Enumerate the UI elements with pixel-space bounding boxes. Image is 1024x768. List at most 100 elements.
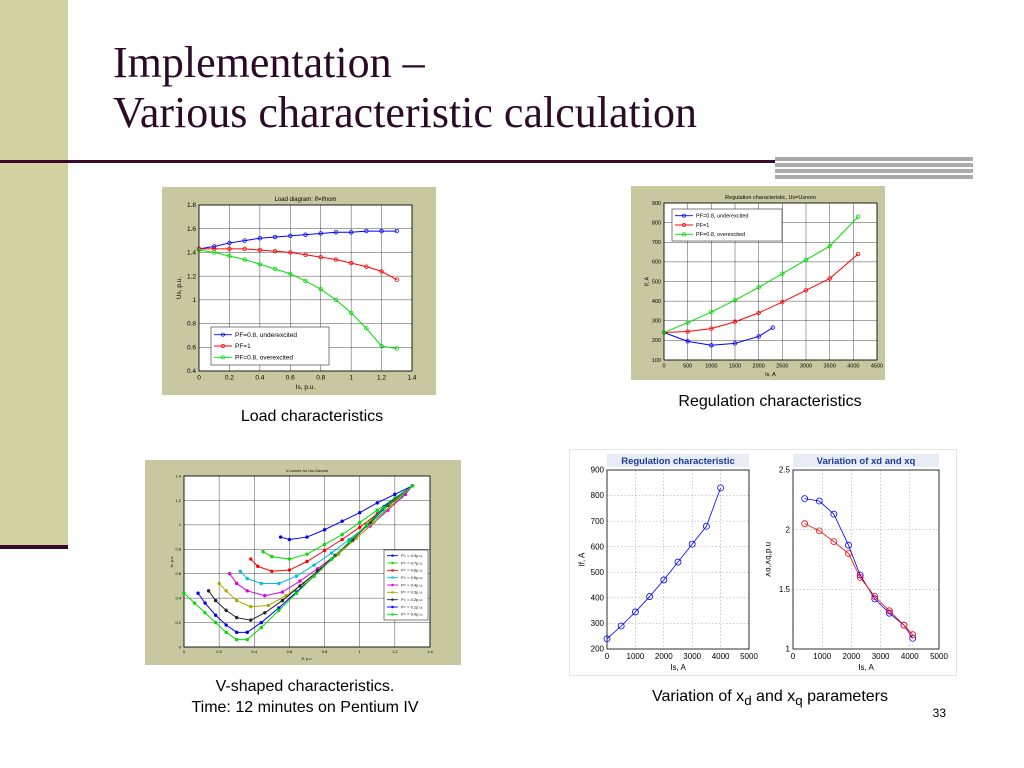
variation-regulation-series-0-point: [617, 622, 625, 630]
load-y-tick-label: 1.8: [187, 202, 196, 209]
variation-xdxq-series-1-point: [871, 593, 879, 600]
vshape-series-8-point: [182, 591, 186, 595]
vshape-series-8-point: [235, 637, 239, 642]
vshape-series-6-point: [263, 611, 267, 615]
sidebar-accent-line: [0, 545, 68, 549]
variation-regulation-series-0-point: [603, 635, 611, 643]
vshape-legend-label: P= = 0.2p.u.: [401, 597, 423, 602]
load-series-0-point: [272, 234, 278, 240]
vshape-legend-label: P= = 0.6p.u.: [401, 568, 423, 573]
regulation-series-0-point: [709, 343, 714, 348]
vshape-legend-marker: [391, 554, 394, 557]
variation-xdxq-x-axis-label: Is, A: [858, 663, 874, 672]
regulation-x-tick-label: 2500: [776, 364, 788, 370]
regulation-x-tick-label: 0: [662, 364, 665, 370]
variation-xdxq-series-1-point: [900, 621, 908, 629]
variation-regulation-series-0-point: [674, 558, 682, 566]
vshape-series-8-point: [203, 611, 207, 615]
vshape-chart-panel: 0 0.2 0.4 0.6 0.8 1 1.2 1.4 0 0.2 0.4 0.6 0.8 1 1.2 1.4…: [145, 460, 461, 665]
variation-regulation-series-0-line: [606, 487, 721, 640]
load-series-2-point: [272, 266, 278, 272]
vshape-series-1-point: [322, 542, 327, 547]
vshape-y-tick-label: 1.4: [175, 473, 181, 478]
regulation-y-axis-label: If, A: [645, 276, 651, 286]
vshape-series-1-line: [262, 485, 413, 560]
variation-xdxq-x-tick-label: 3000: [872, 652, 890, 661]
vshape-series-6-point: [213, 598, 218, 603]
vshape-series-8-point: [245, 637, 249, 642]
variation-xdxq-series-1-line: [804, 523, 914, 635]
variation-regulation-y-tick-label: 900: [591, 466, 605, 475]
vshape-y-tick-label: 0.4: [175, 595, 181, 600]
variation-regulation-chart: 0 1000 2000 3000 4000 5000 200 300 400 500 600 700 8…: [578, 454, 758, 672]
variation-regulation-title-bar: [607, 454, 749, 467]
variation-caption-suffix: parameters: [802, 688, 888, 705]
load-series-2-point: [242, 257, 247, 262]
load-series-1-point: [303, 252, 308, 257]
slide-title-line1: Implementation –: [113, 38, 425, 87]
load-series-2-point: [196, 247, 202, 253]
load-series-2-point: [303, 278, 308, 284]
vshape-series-1-point: [261, 550, 265, 554]
vshape-legend-marker: [391, 561, 394, 565]
variation-xdxq-series-0-point: [909, 634, 917, 642]
regulation-series-2-point: [709, 309, 714, 315]
vshape-series-8-point: [277, 608, 281, 613]
variation-xdxq-series-1-point: [845, 550, 852, 557]
variation-regulation-y-tick-label: 600: [591, 542, 605, 551]
variation-regulation-x-tick-label: 4000: [712, 652, 730, 661]
regulation-y-tick-label: 300: [652, 319, 661, 325]
regulation-y-tick-label: 900: [652, 201, 661, 207]
load-series-1-point: [318, 254, 323, 260]
load-series-0-point: [288, 233, 293, 239]
load-caption: Load characteristics: [240, 408, 384, 425]
load-series-1-point: [333, 257, 339, 262]
decor-bar-1: [775, 157, 973, 161]
regulation-series-2-line: [663, 216, 859, 333]
regulation-series-1-point: [803, 288, 809, 293]
vshape-series-8-point: [329, 557, 334, 561]
variation-regulation-x-tick-label: 0: [605, 652, 610, 661]
variation-xdxq-series-1-point: [856, 574, 864, 581]
variation-xdxq-series-0-point: [845, 541, 852, 549]
vshape-series-5-point: [217, 581, 221, 586]
vshape-legend-marker: [391, 591, 394, 594]
variation-figure: 0 1000 2000 3000 4000 5000 200 300 400 500 600 700 8…: [569, 449, 957, 676]
regulation-y-tick-label: 800: [652, 220, 661, 226]
variation-xdxq-series-0-point: [815, 497, 823, 505]
regulation-y-tick-label: 700: [652, 240, 661, 246]
vshape-series-0-point: [340, 519, 344, 523]
load-series-0-point: [364, 228, 369, 234]
vshape-series-3-point: [245, 576, 249, 581]
vshape-series-0-point: [375, 501, 379, 505]
load-series-2-point: [288, 271, 293, 276]
variation-regulation-series-0-point: [632, 608, 639, 616]
load-title: Load diagram: If=Ifnom: [275, 197, 337, 203]
load-series-0-point: [333, 230, 339, 235]
load-series-2-point: [333, 297, 339, 303]
load-chart: 0 0.2 0.4 0.6 0.8 1 1.2 1.4 0.4 0.6 0.8 1 1.2 1.4 1.6 1…: [176, 197, 417, 391]
variation-caption-prefix: Variation of x: [651, 688, 745, 705]
variation-xdxq-series-0-line: [804, 498, 914, 639]
regulation-series-0-point: [770, 325, 776, 330]
regulation-y-tick-label: 200: [652, 338, 661, 344]
slide-title-line2: Various characteristic calculation: [113, 88, 697, 137]
regulation-series-1-point: [685, 329, 690, 334]
load-series-2-point: [348, 310, 354, 316]
load-y-tick-label: 0.8: [187, 321, 196, 328]
regulation-legend-marker: [682, 232, 686, 237]
vshape-series-2-point: [270, 569, 274, 573]
load-series-1-point: [242, 246, 247, 252]
load-series-2-point: [379, 343, 384, 349]
regulation-series-1-point: [827, 276, 832, 281]
vshape-series-2-point: [249, 557, 253, 561]
regulation-series-0-point: [756, 334, 761, 339]
vshape-x-tick-label: 0.2: [216, 649, 222, 654]
vshape-legend-label: P= = 0.3p.u.: [401, 590, 423, 595]
load-series-0-point: [379, 228, 384, 234]
vshape-series-7-point: [203, 601, 207, 605]
variation-regulation-series-0-point: [688, 540, 696, 548]
variation-regulation-y-tick-label: 200: [591, 645, 605, 654]
load-series-0-line: [198, 230, 397, 250]
regulation-legend-label: PF=0.8, overexcited: [696, 232, 745, 238]
